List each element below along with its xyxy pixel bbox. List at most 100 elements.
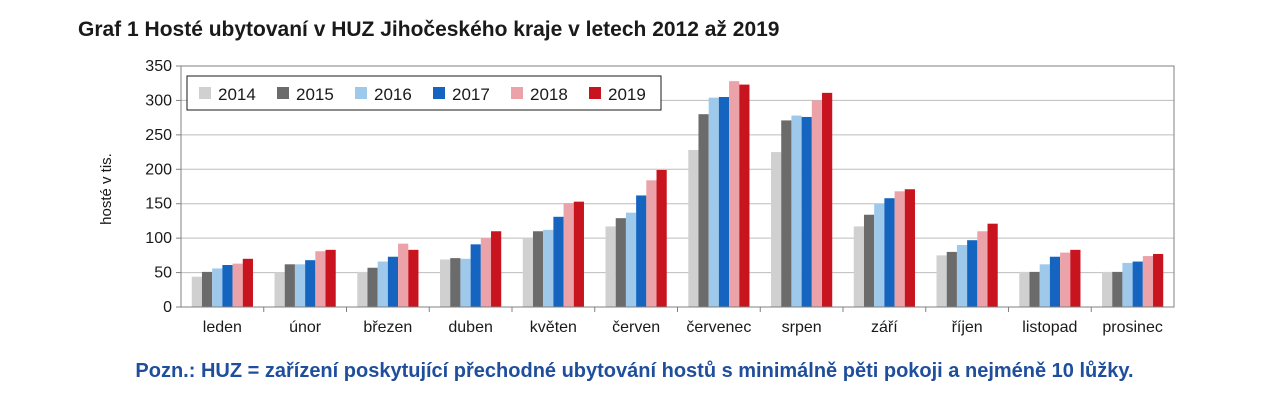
bar: [398, 243, 409, 307]
x-tick-label: prosinec: [1102, 319, 1162, 336]
bar: [325, 249, 336, 307]
bar: [1029, 271, 1040, 307]
bar: [894, 191, 905, 307]
bar: [532, 231, 544, 307]
bar: [1019, 271, 1030, 307]
legend-label: 2019: [608, 85, 646, 104]
bar: [863, 214, 875, 307]
bar: [625, 212, 637, 307]
bar: [1049, 256, 1061, 307]
bar: [771, 152, 782, 307]
legend-swatch: [433, 87, 445, 99]
bar: [615, 218, 626, 307]
bar: [470, 244, 481, 307]
x-tick-label: říjen: [952, 319, 983, 336]
bar: [315, 251, 326, 307]
bar: [294, 264, 306, 307]
bar: [946, 251, 957, 307]
bar: [791, 115, 802, 307]
y-tick-label: 200: [145, 161, 172, 178]
x-tick-label: leden: [203, 319, 242, 336]
y-tick-label: 0: [163, 299, 172, 316]
bar: [1039, 264, 1050, 307]
bar: [708, 97, 719, 307]
y-tick-label: 100: [145, 230, 172, 247]
bar: [357, 271, 368, 307]
legend-label: 2018: [530, 85, 568, 104]
bar: [242, 258, 253, 307]
x-tick-label: září: [871, 319, 898, 336]
bar: [646, 180, 657, 307]
bar: [440, 259, 451, 307]
bar: [460, 258, 471, 307]
bar: [956, 245, 968, 307]
bar: [491, 231, 502, 307]
x-tick-label: duben: [448, 319, 493, 336]
bar: [801, 116, 812, 307]
bar: [904, 189, 915, 307]
x-tick-label: březen: [363, 319, 412, 336]
legend-swatch: [511, 87, 523, 99]
bar: [387, 256, 399, 307]
bar: [1142, 256, 1154, 307]
bar: [222, 264, 233, 307]
bar: [1070, 249, 1081, 307]
bar: [936, 255, 947, 307]
y-axis: 0 50 100 150 200 250 300 350: [145, 58, 181, 316]
bar: [636, 195, 647, 307]
bar: [1112, 271, 1123, 307]
bar: [718, 96, 730, 307]
bar: [191, 276, 202, 307]
bar: [656, 169, 667, 307]
bar: [232, 263, 243, 307]
y-tick-label: 300: [145, 92, 172, 109]
footnote: Pozn.: HUZ = zařízení poskytující přecho…: [135, 360, 1134, 382]
bar: [522, 237, 533, 307]
bar: [201, 271, 213, 307]
bar: [987, 223, 998, 307]
bar: [811, 100, 823, 307]
bar: [367, 267, 378, 307]
legend-label: 2016: [374, 85, 412, 104]
bar: [1132, 261, 1143, 307]
bar: [305, 260, 316, 307]
bar: [853, 226, 864, 307]
chart-title: Graf 1 Hosté ubytovaní v HUZ Jihočeského…: [78, 18, 780, 41]
legend-label: 2014: [218, 85, 256, 104]
x-tick-label: srpen: [782, 319, 822, 336]
bar: [729, 81, 740, 307]
y-tick-label: 150: [145, 196, 172, 213]
x-tick-label: květen: [530, 319, 577, 336]
bar: [553, 216, 564, 307]
bar-chart: 0 50 100 150 200 250 300 350 leden únor březen dub…: [98, 58, 1175, 336]
bar: [573, 201, 584, 307]
bar: [884, 198, 895, 307]
bar: [698, 114, 709, 307]
y-tick-label: 250: [145, 127, 172, 144]
x-axis: leden únor březen duben květen červen červenec…: [203, 307, 1163, 336]
legend-label: 2017: [452, 85, 490, 104]
bar: [274, 272, 285, 307]
bar: [480, 238, 492, 307]
legend-swatch: [277, 87, 289, 99]
x-tick-label: červenec: [686, 319, 751, 336]
bar: [284, 264, 295, 307]
legend-swatch: [355, 87, 367, 99]
bar: [967, 240, 978, 307]
legend-swatch: [589, 87, 601, 99]
x-tick-label: únor: [289, 319, 322, 336]
y-tick-label: 350: [145, 58, 172, 75]
x-tick-label: listopad: [1022, 319, 1077, 336]
bar: [543, 229, 554, 307]
bar: [977, 231, 988, 307]
bar: [1060, 252, 1071, 307]
bar: [1102, 271, 1113, 307]
legend-label: 2015: [296, 85, 334, 104]
x-tick-label: červen: [612, 319, 660, 336]
bars: [191, 81, 1164, 308]
bar: [688, 150, 699, 307]
bar: [739, 84, 750, 307]
bar: [1153, 253, 1164, 307]
legend-box: [186, 75, 662, 111]
bar: [874, 203, 885, 307]
